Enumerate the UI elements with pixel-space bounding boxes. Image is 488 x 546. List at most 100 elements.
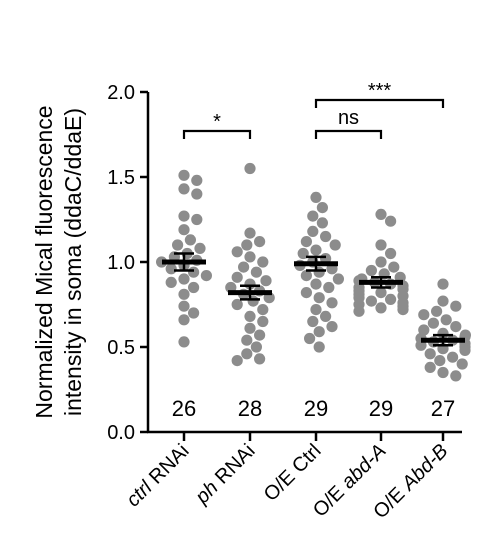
data-point	[300, 270, 312, 282]
data-point	[427, 317, 439, 329]
data-point	[241, 334, 253, 346]
data-point	[304, 332, 316, 345]
data-point	[156, 256, 168, 268]
data-point	[424, 361, 436, 373]
y-tick-label: 2.0	[107, 82, 135, 104]
significance-annotations: * ns ***	[182, 80, 445, 139]
data-point	[388, 261, 400, 273]
data-points	[156, 162, 471, 382]
data-point	[365, 295, 377, 307]
data-point	[178, 224, 190, 236]
data-point	[200, 270, 212, 282]
data-point	[244, 227, 256, 239]
data-point	[365, 264, 377, 277]
data-point	[450, 370, 462, 382]
data-point	[437, 366, 449, 379]
data-point	[178, 288, 190, 300]
data-point	[313, 341, 325, 353]
category-label-plain: RNAi	[207, 440, 259, 492]
data-point	[178, 183, 190, 195]
y-tick-label: 0.5	[107, 337, 135, 359]
data-point	[172, 239, 184, 251]
data-point	[178, 210, 190, 222]
data-point	[250, 341, 262, 353]
y-tick-label: 0.0	[107, 422, 135, 444]
data-point	[231, 355, 243, 367]
data-point	[320, 230, 332, 243]
data-point	[418, 324, 430, 336]
data-point	[385, 215, 397, 227]
data-point	[375, 287, 387, 299]
data-point	[188, 307, 200, 319]
data-point	[437, 278, 449, 290]
data-point	[184, 234, 196, 246]
sample-size-labels: 26 28 29 29 27	[172, 396, 455, 421]
data-point	[178, 314, 190, 326]
data-point	[375, 256, 387, 268]
data-point	[310, 191, 322, 203]
data-point	[178, 336, 190, 348]
y-tick-label: 1.0	[107, 252, 135, 274]
data-point	[375, 239, 387, 251]
y-axis-label: Normalized Mical fluorescence intensity …	[31, 105, 86, 418]
data-point	[194, 242, 206, 254]
data-point	[310, 304, 322, 316]
data-point	[165, 276, 177, 288]
x-category-label: ctrl RNAi	[122, 440, 193, 511]
data-point	[244, 310, 256, 322]
data-point	[257, 256, 269, 268]
data-point	[231, 298, 243, 311]
data-point	[440, 314, 452, 326]
data-point	[238, 261, 250, 273]
data-point	[456, 358, 468, 370]
sample-size-label: 29	[304, 396, 328, 421]
data-point	[313, 326, 325, 338]
y-axis-label-line2: intensity in soma (ddaC/ddaE)	[60, 108, 86, 416]
data-point	[385, 293, 397, 305]
data-point	[450, 300, 462, 312]
significance-label: *	[213, 111, 221, 133]
data-point	[310, 278, 322, 290]
data-point	[178, 169, 190, 181]
data-point	[191, 174, 203, 186]
data-point	[320, 310, 332, 322]
data-point	[329, 239, 341, 251]
sample-size-label: 26	[172, 396, 196, 421]
data-point	[326, 297, 338, 309]
data-point	[447, 351, 459, 363]
category-label-plain: O/E Ctrl	[260, 440, 326, 506]
sample-size-label: 28	[238, 396, 262, 421]
data-point	[300, 287, 312, 299]
data-point	[307, 210, 319, 222]
data-point	[188, 281, 200, 294]
data-point	[254, 236, 266, 248]
data-point	[307, 315, 319, 328]
data-point	[244, 322, 256, 334]
y-axis-label-line1: Normalized Mical fluorescence	[31, 105, 57, 418]
sample-size-label: 29	[369, 396, 393, 421]
data-point	[397, 304, 409, 316]
data-point	[316, 202, 328, 214]
data-point	[316, 217, 328, 229]
data-point	[244, 162, 256, 175]
data-point	[434, 355, 446, 367]
data-point	[244, 251, 256, 263]
data-point	[437, 295, 449, 307]
data-point	[254, 353, 266, 365]
significance-label: ns	[338, 107, 359, 129]
data-point	[307, 225, 319, 237]
category-label-italic: abd-A	[337, 440, 390, 493]
data-point	[188, 266, 200, 278]
data-point	[250, 266, 262, 278]
data-point	[257, 304, 269, 316]
data-point	[431, 305, 443, 317]
data-point	[459, 344, 471, 356]
data-point	[313, 292, 325, 304]
significance-bracket	[314, 129, 383, 139]
data-point	[326, 321, 338, 333]
significance-label: ***	[368, 80, 392, 102]
mean-sem-bars	[162, 252, 465, 347]
x-category-label: O/E Ctrl	[260, 440, 326, 506]
